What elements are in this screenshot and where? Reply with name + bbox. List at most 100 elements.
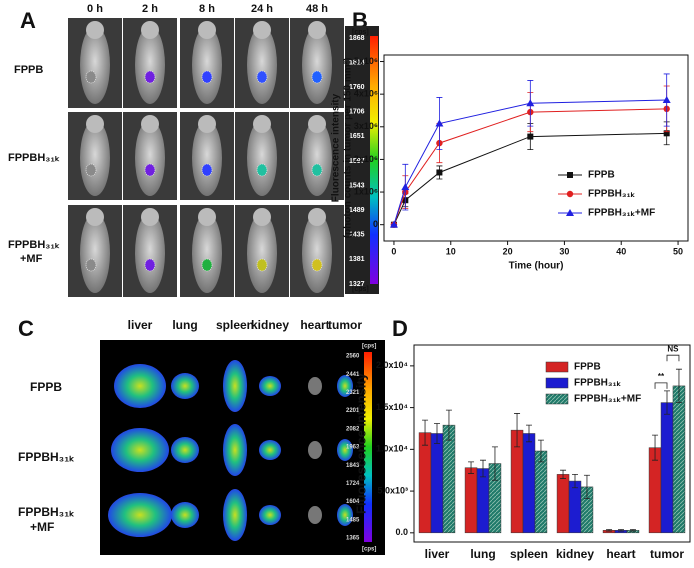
colorbar-tick-label: 1365 (346, 536, 360, 542)
colorbar-tick-label: 1814 (349, 59, 365, 66)
mouse-head (86, 208, 104, 226)
marker (436, 169, 443, 176)
bar (418, 432, 432, 534)
mouse (80, 120, 110, 196)
error-bar (629, 529, 636, 532)
organ (337, 504, 353, 526)
colorbar (370, 36, 378, 284)
mouse (135, 26, 165, 104)
legend-swatch (545, 393, 569, 405)
panel-letter: D (392, 316, 408, 341)
y-tick-label: 2x10⁶ (354, 154, 378, 164)
row-label: FPPB (30, 380, 62, 394)
legend-label: FPPBH₃₁ₖ (588, 189, 636, 200)
bar (672, 385, 686, 534)
column-label: 2 h (142, 3, 158, 15)
mouse-head (141, 21, 159, 39)
mouse-head (308, 208, 326, 226)
row-label: +MF (20, 253, 43, 265)
marker (527, 133, 534, 140)
error-bar (491, 446, 498, 481)
mouse (192, 120, 222, 196)
y-tick-label: 4x10⁶ (354, 89, 378, 99)
y-tick-label: 0.0 (395, 527, 408, 537)
panel-c: [cps] [cps] FPPB FPPBH₃₁ₖ FPPBH₃₁ₖ +MF l… (18, 318, 385, 555)
mouse-head (141, 115, 159, 133)
x-tick-label: lung (470, 547, 495, 561)
organ (171, 502, 199, 528)
colorbar-tick-label: 2082 (346, 426, 360, 432)
mouse (135, 120, 165, 196)
y-axis-label: (photon counts in tumor per 150 mm²) (343, 58, 354, 239)
x-tick-label: heart (606, 547, 635, 561)
column-label: 0 h (87, 3, 103, 15)
colorbar-tick-label: 1724 (346, 481, 360, 487)
error-bar (468, 461, 475, 474)
signal (311, 163, 323, 177)
mouse (192, 213, 222, 293)
mouse-head (141, 208, 159, 226)
marker (566, 190, 574, 198)
signal (256, 258, 268, 272)
column-label: 48 h (306, 3, 328, 15)
error-bar (526, 424, 532, 443)
organ (308, 441, 322, 459)
organ (223, 489, 247, 541)
error-bar (445, 409, 452, 441)
y-tick-label: 0 (373, 219, 378, 229)
colorbar-tick-label: 1489 (349, 207, 365, 214)
mouse-head (86, 21, 104, 39)
column-label: lung (172, 318, 197, 332)
mouse-head (253, 115, 271, 133)
row-label: FPPBH₃₁ₖ (8, 152, 60, 164)
y-tick-label: 5.0x10³ (377, 485, 408, 495)
error-bar (664, 390, 670, 415)
signal (85, 70, 97, 84)
column-label: spleen (216, 318, 254, 332)
organ (259, 505, 281, 525)
marker (566, 209, 574, 216)
marker (389, 220, 398, 228)
marker (662, 96, 671, 104)
panel-letter: A (20, 8, 36, 33)
error-bar (583, 474, 590, 499)
colorbar-unit: [cps] (352, 29, 369, 36)
colorbar-tick-label: 1651 (349, 133, 365, 140)
organ (223, 424, 247, 476)
signal (85, 258, 97, 272)
legend-label: FPPBH₃₁ₖ+MF (574, 394, 641, 405)
colorbar-tick-label: 1843 (346, 463, 360, 469)
error-bar (572, 473, 578, 489)
mouse-head (308, 115, 326, 133)
error-bar (480, 459, 486, 478)
colorbar-tick-label: 1435 (349, 232, 365, 239)
annotation: ** (658, 372, 665, 381)
y-tick-label: 5x10⁶ (354, 56, 378, 66)
column-label: tumor (328, 318, 362, 332)
mouse-head (308, 21, 326, 39)
colorbar (364, 352, 372, 542)
organ (259, 376, 281, 396)
panel-letter: C (18, 316, 34, 341)
signal (144, 70, 156, 84)
x-tick-label: spleen (510, 547, 548, 561)
legend-label: FPPB (588, 170, 615, 181)
annotation: NS (667, 344, 679, 353)
legend-label: FPPBH₃₁ₖ+MF (588, 208, 655, 219)
colorbar-tick-label: 1543 (349, 182, 365, 189)
mouse-head (198, 21, 216, 39)
bar (464, 467, 478, 534)
x-tick-label: 10 (446, 246, 456, 256)
mouse (247, 213, 277, 293)
bar (522, 433, 536, 534)
mouse (192, 26, 222, 104)
marker (526, 99, 535, 107)
legend-swatch (545, 361, 569, 373)
colorbar-tick-label: 2441 (346, 372, 360, 378)
signal (201, 70, 213, 84)
organ (308, 506, 322, 524)
colorbar-tick-label: 1604 (346, 499, 360, 505)
mouse-head (86, 115, 104, 133)
column-label: kidney (251, 318, 289, 332)
mouse-head (253, 21, 271, 39)
